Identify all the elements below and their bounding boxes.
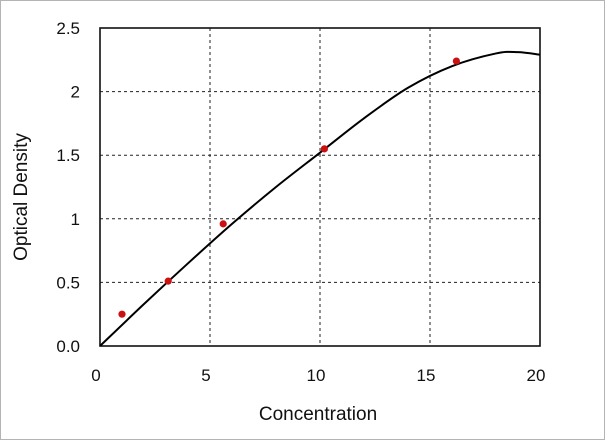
data-point	[164, 277, 172, 285]
y-tick-labels: 0.0 0.5 1 1.5 2 2.5	[56, 19, 80, 356]
data-point	[219, 220, 227, 228]
x-tick-label: 10	[307, 366, 326, 385]
y-axis-title: Optical Density	[11, 133, 32, 261]
y-tick-label: 1	[71, 210, 80, 229]
data-points	[118, 57, 460, 318]
x-tick-label: 5	[201, 366, 210, 385]
x-tick-label: 15	[417, 366, 436, 385]
y-tick-label: 1.5	[56, 146, 80, 165]
x-axis-title: Concentration	[259, 404, 377, 425]
gridlines	[100, 28, 540, 346]
y-tick-label: 0.0	[56, 337, 80, 356]
x-tick-labels: 0 5 10 15 20	[91, 366, 545, 385]
x-tick-label: 0	[91, 366, 100, 385]
data-point	[452, 57, 460, 65]
data-point	[320, 145, 328, 153]
x-tick-label: 20	[527, 366, 546, 385]
data-point	[118, 310, 126, 318]
fit-curve-line	[99, 50, 541, 347]
y-tick-label: 2	[71, 83, 80, 102]
plot-area	[99, 27, 541, 347]
y-tick-label: 0.5	[56, 273, 80, 292]
y-tick-label: 2.5	[56, 19, 80, 38]
